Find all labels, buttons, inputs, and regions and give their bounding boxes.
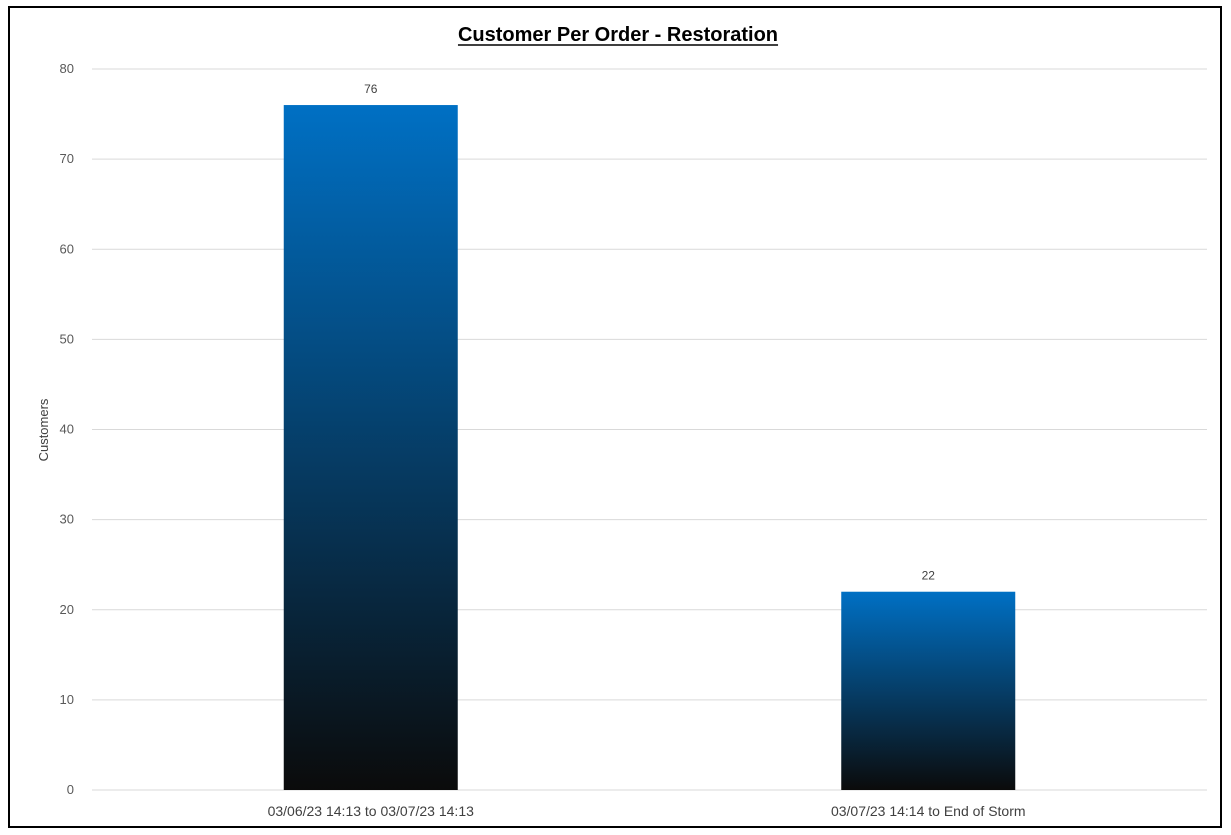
data-label-1: 76 xyxy=(364,82,378,96)
chart-title: Customer Per Order - Restoration xyxy=(458,24,778,46)
data-labels: 76 22 xyxy=(364,82,935,583)
y-tick-label: 80 xyxy=(60,61,74,76)
y-axis-label: Customers xyxy=(36,398,51,461)
y-tick-label: 30 xyxy=(60,512,74,527)
y-tick-label: 20 xyxy=(60,602,74,617)
y-axis-ticks: 0 10 20 30 40 50 60 70 80 xyxy=(60,61,74,797)
bar-2[interactable] xyxy=(841,591,1016,790)
y-tick-label: 70 xyxy=(60,151,74,166)
y-tick-label: 60 xyxy=(60,241,74,256)
y-tick-label: 0 xyxy=(67,782,74,797)
x-axis-categories: 03/06/23 14:13 to 03/07/23 14:13 03/07/23… xyxy=(268,803,1026,819)
bar-1[interactable] xyxy=(283,105,458,791)
x-category-label-2: 03/07/23 14:14 to End of Storm xyxy=(831,803,1026,819)
y-tick-label: 40 xyxy=(60,422,74,437)
gridlines xyxy=(92,68,1207,791)
data-label-2: 22 xyxy=(922,569,936,583)
bars xyxy=(283,105,1016,791)
y-tick-label: 50 xyxy=(60,331,74,346)
x-category-label-1: 03/06/23 14:13 to 03/07/23 14:13 xyxy=(268,803,475,819)
y-tick-label: 10 xyxy=(60,692,74,707)
chart-area[interactable] xyxy=(8,6,1222,828)
